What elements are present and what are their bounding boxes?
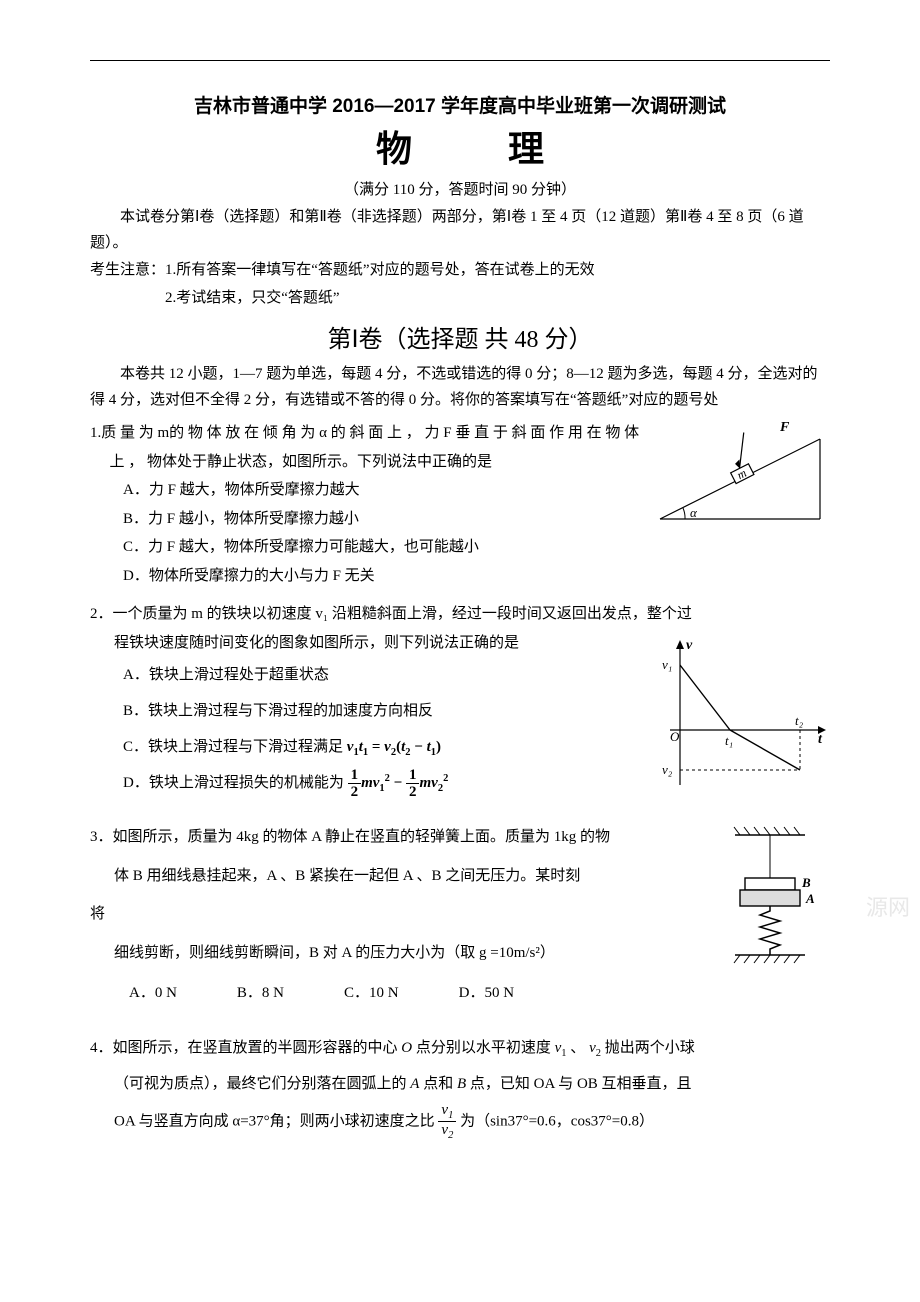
notice-line2: 2.考试结束，只交“答题纸”: [90, 286, 830, 312]
A-label: A: [805, 891, 815, 906]
origin-label: O: [670, 729, 680, 744]
q4-stem-2: （可视为质点），最终它们分别落在圆弧上的 A 点和 B 点，已知 OA 与 OB…: [90, 1066, 830, 1102]
q3-option-B: B．8 N: [237, 979, 284, 1008]
F-label: F: [779, 420, 790, 435]
t-axis-label: t: [818, 732, 823, 747]
notice-label: 考生注意：: [90, 262, 165, 278]
exam-page: 吉林市普通中学 2016—2017 学年度高中毕业班第一次调研测试 物 理 （满…: [0, 0, 920, 1192]
q3-figure: B A: [720, 823, 830, 984]
q2-D-pre: D．铁块上滑过程损失的机械能为: [123, 775, 344, 791]
exam-intro: 本试卷分第Ⅰ卷（选择题）和第Ⅱ卷（非选择题）两部分，第Ⅰ卷 1 至 4 页（12…: [90, 205, 830, 256]
q2-C-eq: v1t1 = v2(t2 − t1): [347, 739, 441, 755]
q3-option-D: D．50 N: [459, 979, 514, 1008]
q2-stem-1: 2．一个质量为 m 的铁块以初速度 v₁ 沿粗糙斜面上滑，经过一段时间又返回出发…: [90, 600, 830, 629]
t1-label: t₁: [725, 733, 733, 748]
q2-figure: v t O v₁ v₂ t₁ t₂: [650, 635, 830, 806]
q3-stem-4: 细线剪断，则细线剪断瞬间，B 对 A 的压力大小为（取 g =10m/s²）: [90, 939, 830, 968]
B-label: B: [801, 875, 811, 890]
q3-option-A: A．0 N: [129, 979, 177, 1008]
watermark: 源网: [866, 890, 910, 922]
notice-1: 1.所有答案一律填写在“答题纸”对应的题号处，答在试卷上的无效: [165, 262, 595, 278]
top-rule: [90, 60, 830, 61]
section1-intro: 本卷共 12 小题，1—7 题为单选，每题 4 分，不选或错选的得 0 分；8—…: [90, 362, 830, 413]
q3-options: A．0 N B．8 N C．10 N D．50 N: [90, 979, 710, 1008]
question-3: B A 3．如图所示，质量为 4kg 的物体 A 静止在竖直的轻弹簧上面。质量为…: [90, 823, 830, 1008]
v2-label: v₂: [662, 762, 673, 777]
question-2: 2．一个质量为 m 的铁块以初速度 v₁ 沿粗糙斜面上滑，经过一段时间又返回出发…: [90, 600, 830, 805]
section1-title: 第Ⅰ卷（选择题 共 48 分）: [90, 319, 830, 354]
question-1: α m F 1.质 量 为 m的 物 体 放 在 倾 角 为 α 的 斜 面 上…: [90, 419, 830, 590]
q2-C-pre: C．铁块上滑过程与下滑过程满足: [123, 739, 347, 755]
exam-title-line1: 吉林市普通中学 2016—2017 学年度高中毕业班第一次调研测试: [90, 91, 830, 118]
q1-figure: α m F: [650, 419, 830, 545]
q3-option-C: C．10 N: [344, 979, 399, 1008]
exam-subtitle: （满分 110 分，答题时间 90 分钟）: [90, 178, 830, 199]
q3-stem-3: 将: [90, 900, 830, 929]
q3-stem-1: 3．如图所示，质量为 4kg 的物体 A 静止在竖直的轻弹簧上面。质量为 1kg…: [90, 823, 830, 852]
exam-title-line2: 物 理: [90, 120, 830, 172]
q3-stem-2: 体 B 用细线悬挂起来，A 、B 紧挨在一起但 A 、B 之间无压力。某时刻: [90, 862, 830, 891]
question-4: 4．如图所示，在竖直放置的半圆形容器的中心 O 点分别以水平初速度 v1 、 v…: [90, 1030, 830, 1142]
notice-line1: 考生注意：1.所有答案一律填写在“答题纸”对应的题号处，答在试卷上的无效: [90, 258, 830, 284]
q4-stem-3: OA 与竖直方向成 α=37°角；则两小球初速度之比 v1v2 为（sin37°…: [90, 1102, 830, 1142]
v1-label: v₁: [662, 657, 672, 672]
q1-option-D: D．物体所受摩擦力的大小与力 F 无关: [123, 562, 830, 591]
alpha-label: α: [690, 505, 698, 520]
t2-label: t₂: [795, 713, 804, 728]
v-axis-label: v: [686, 638, 693, 653]
q4-stem-1: 4．如图所示，在竖直放置的半圆形容器的中心 O 点分别以水平初速度 v1 、 v…: [90, 1030, 830, 1066]
